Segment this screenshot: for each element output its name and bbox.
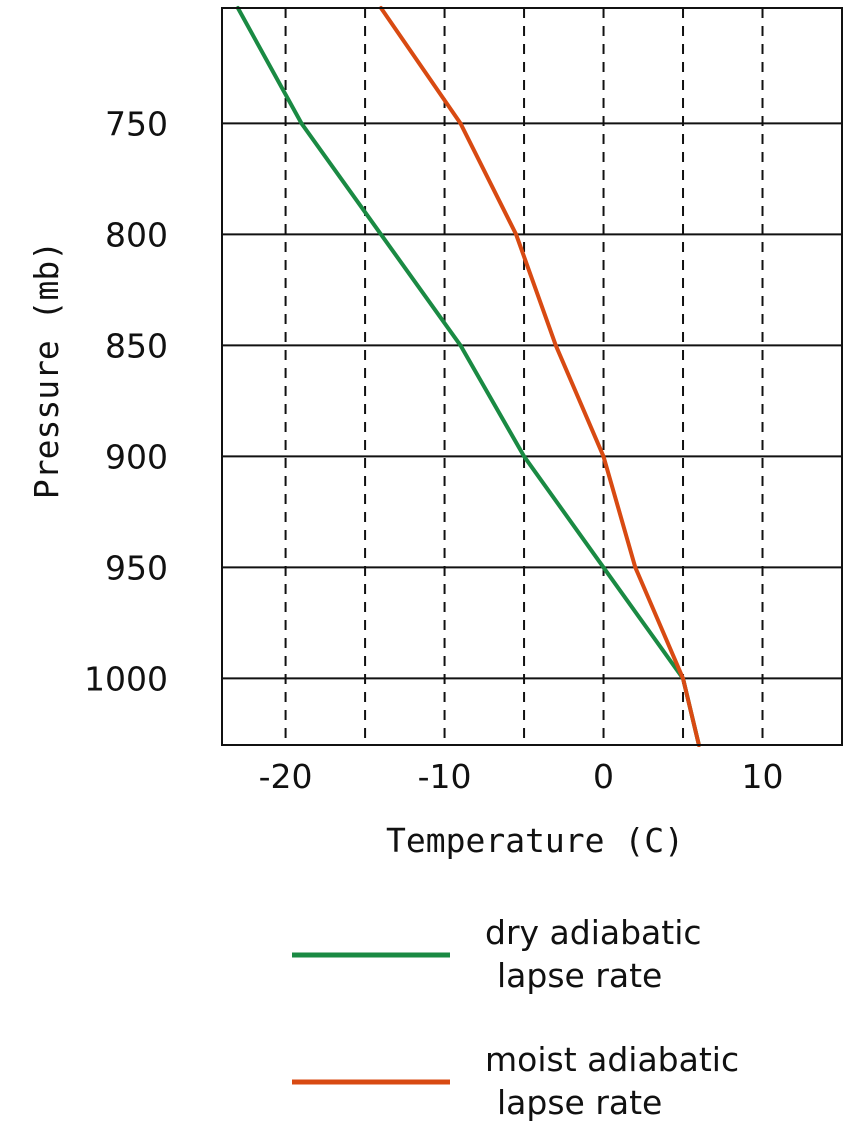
- y-tick-label: 750: [105, 104, 168, 143]
- y-axis-label: Pressure (mb): [27, 241, 66, 499]
- legend: dry adiabatic lapse rate moist adiabatic la…: [292, 913, 739, 1122]
- legend-label: moist adiabatic: [485, 1040, 739, 1079]
- y-tick-label: 900: [105, 437, 168, 476]
- x-tick-label: 10: [742, 757, 784, 796]
- y-tick-label: 800: [105, 215, 168, 254]
- legend-label: lapse rate: [497, 956, 662, 995]
- plot-frame: [221, 7, 843, 746]
- legend-label: dry adiabatic: [485, 913, 702, 952]
- grid: [222, 8, 842, 745]
- y-tick-labels: 750 800 850 900 950 1000: [84, 104, 168, 698]
- y-tick-label: 850: [105, 326, 168, 365]
- x-tick-label: -20: [259, 757, 313, 796]
- legend-label: lapse rate: [497, 1083, 662, 1122]
- x-axis-label: Temperature (C): [386, 821, 684, 860]
- x-tick-label: -10: [418, 757, 472, 796]
- dry-adiabatic-line: [235, 6, 701, 747]
- y-tick-label: 1000: [84, 659, 168, 698]
- x-tick-label: 0: [593, 757, 614, 796]
- series-lines: [235, 6, 701, 747]
- y-tick-label: 950: [105, 548, 168, 587]
- moist-adiabatic-line: [379, 6, 701, 747]
- x-tick-labels: -20 -10 0 10: [259, 757, 784, 796]
